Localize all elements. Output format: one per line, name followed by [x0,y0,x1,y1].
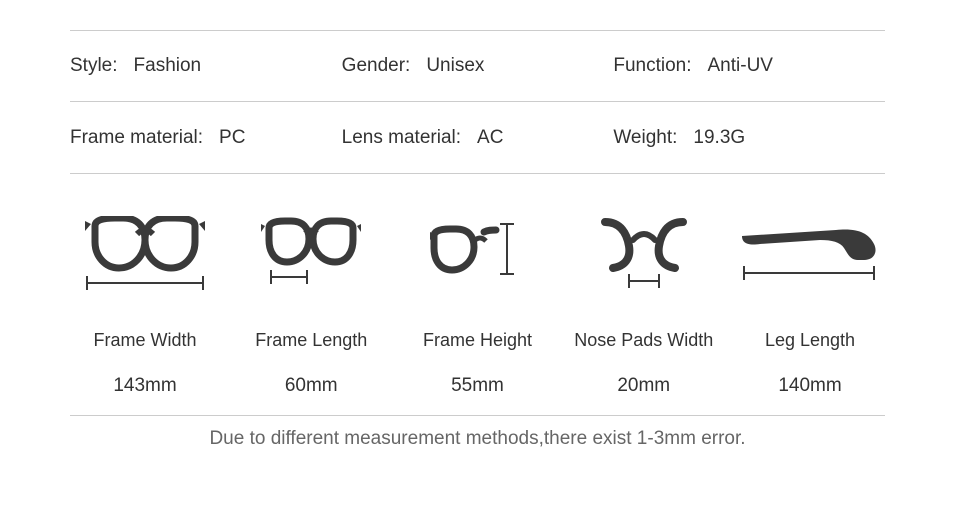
spec-style: Style: Fashion [70,55,342,77]
spec-row-1: Style: Fashion Gender: Unisex Function: … [70,30,885,102]
dim-frame-height: Frame Height 55mm [403,214,553,397]
dim-value: 140mm [778,375,841,397]
measurement-note: Due to different measurement methods,the… [70,416,885,450]
spec-value: Anti-UV [708,55,773,77]
spec-weight: Weight: 19.3G [613,127,885,149]
spec-value: Unisex [426,55,484,77]
spec-value: Fashion [134,55,202,77]
spec-lens-material: Lens material: AC [342,127,614,149]
spec-function: Function: Anti-UV [613,55,885,77]
spec-frame-material: Frame material: PC [70,127,342,149]
dim-frame-width: Frame Width 143mm [70,214,220,397]
spec-label: Weight: [613,127,677,149]
dim-leg-length: Leg Length 140mm [735,214,885,397]
frame-length-icon [261,214,361,294]
dim-label: Frame Width [93,330,196,351]
nose-pads-icon [599,214,689,294]
dim-label: Nose Pads Width [574,330,713,351]
dim-value: 55mm [451,375,504,397]
leg-length-icon [740,214,880,294]
spec-label: Function: [613,55,691,77]
dim-label: Frame Length [255,330,367,351]
spec-value: 19.3G [693,127,745,149]
dim-value: 143mm [113,375,176,397]
dimensions-row: Frame Width 143mm [70,174,885,416]
spec-row-2: Frame material: PC Lens material: AC Wei… [70,102,885,174]
dim-frame-length: Frame Length 60mm [236,214,386,397]
frame-width-icon [85,214,205,294]
spec-value: AC [477,127,503,149]
dim-nose-pads-width: Nose Pads Width 20mm [569,214,719,397]
dim-label: Frame Height [423,330,532,351]
dim-value: 20mm [617,375,670,397]
spec-gender: Gender: Unisex [342,55,614,77]
spec-label: Gender: [342,55,411,77]
spec-value: PC [219,127,245,149]
dim-value: 60mm [285,375,338,397]
spec-label: Style: [70,55,118,77]
spec-label: Frame material: [70,127,203,149]
dim-label: Leg Length [765,330,855,351]
frame-height-icon [428,214,528,294]
spec-label: Lens material: [342,127,461,149]
